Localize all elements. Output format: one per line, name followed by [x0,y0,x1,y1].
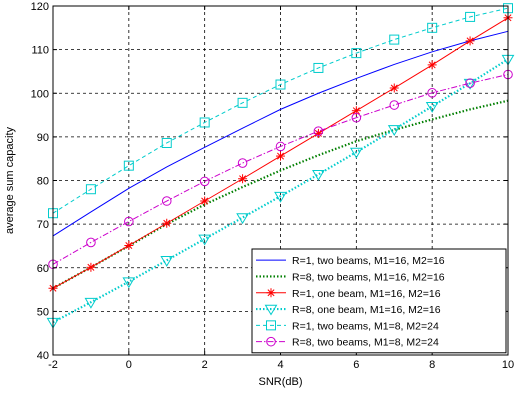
y-tick-label: 40 [37,350,49,362]
series-line [52,74,509,265]
series-5 [48,3,513,219]
data-point-star [276,151,285,161]
data-point-star [266,288,276,298]
data-point-square [351,48,362,59]
data-point-circle [161,196,172,206]
data-point-circle [275,141,286,152]
series-line [52,99,509,290]
data-point-star [200,196,210,206]
legend-label: R=8, two beams, M1=8, M2=24 [292,337,439,349]
data-point-triangle [274,191,287,203]
data-point-square [389,34,400,45]
y-axis-label: average sum capacity [4,127,16,234]
data-point-triangle [236,213,249,225]
legend-box [251,248,507,354]
data-point-square [237,97,248,108]
series-group [46,3,515,329]
x-tick-label: 10 [502,359,514,371]
data-point-square [199,117,210,128]
x-tick-label: 6 [353,359,359,371]
axis-ticks: -2 0 2 4 6 8 10 40 50 60 70 80 90 100 110 120 [31,1,514,371]
data-point-triangle [160,255,174,267]
series-2 [52,99,509,290]
data-point-triangle [312,170,325,181]
data-point-square [427,22,438,33]
legend-label: R=8, two beams, M1=16, M2=16 [292,271,445,283]
x-tick-label: 0 [126,359,132,371]
data-point-star [427,60,437,70]
data-point-triangle [84,297,98,309]
data-point-square [123,160,134,171]
data-point-star [238,174,248,184]
data-point-square [85,184,96,195]
y-tick-label: 70 [37,219,49,231]
x-tick-label: 4 [277,359,283,371]
data-point-circle [427,88,437,98]
series-1 [52,30,509,237]
data-point-triangle [264,304,278,316]
data-point-star [162,218,172,228]
series-line [52,30,509,237]
data-point-star [124,241,134,251]
series-6 [48,69,513,270]
data-point-circle [465,78,475,89]
y-tick-label: 120 [31,1,49,13]
data-point-circle [266,336,276,347]
legend-label: R=8, one beam, M1=16, M2=16 [292,304,441,316]
x-tick-label: 8 [429,359,435,371]
data-point-circle [389,100,400,110]
x-tick-label: 2 [202,359,208,371]
legend-item: R=1, two beams, M1=8, M2=24 [256,320,439,332]
legend-item: R=8, two beams, M1=8, M2=24 [256,337,439,349]
legend-item: R=8, two beams, M1=16, M2=16 [256,271,445,283]
data-point-square [465,11,476,22]
x-tick-label: -2 [48,359,58,371]
data-point-circle [86,237,96,248]
legend-item: R=1, two beams, M1=16, M2=16 [256,255,445,267]
data-point-triangle [198,234,212,246]
legend-label: R=1, two beams, M1=8, M2=24 [292,320,439,332]
data-point-star [465,36,475,46]
y-tick-label: 50 [37,306,49,318]
data-point-circle [124,216,134,227]
data-point-circle [237,158,248,168]
data-point-triangle [387,125,401,136]
data-point-square [275,79,286,90]
data-point-square [313,62,324,73]
legend: R=1, two beams, M1=16, M2=16 R=8, two bea… [251,248,507,354]
x-axis-label: SNR(dB) [258,376,302,388]
data-point-square [161,137,172,148]
y-tick-label: 60 [37,263,49,275]
y-tick-label: 100 [31,88,49,100]
series-line [52,7,509,214]
data-point-star [389,83,399,93]
legend-item: R=1, one beam, M1=16, M2=16 [256,288,441,300]
series-line [52,58,509,324]
data-point-circle [199,176,210,187]
legend-item: R=8, one beam, M1=16, M2=16 [256,304,441,316]
y-tick-label: 110 [31,45,49,57]
data-point-circle [313,126,324,137]
data-point-triangle [349,147,363,159]
data-point-triangle [425,101,439,113]
y-tick-label: 80 [37,176,49,188]
legend-label: R=1, two beams, M1=16, M2=16 [292,255,445,267]
data-point-square [266,320,276,331]
data-point-triangle [122,277,136,289]
y-tick-label: 90 [37,132,49,144]
data-point-star [86,262,96,272]
series-4 [46,54,515,329]
legend-label: R=1, one beam, M1=16, M2=16 [292,288,441,300]
data-point-circle [351,112,362,123]
